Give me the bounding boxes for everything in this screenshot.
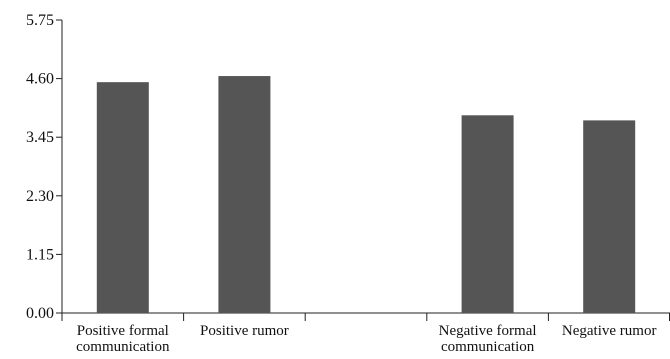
x-category-label: Positive rumor <box>200 323 289 339</box>
y-tick-label: 4.60 <box>26 71 54 88</box>
bar <box>583 120 636 314</box>
x-category-label: communication <box>76 339 170 355</box>
y-tick-label: 0.00 <box>26 305 54 322</box>
bar <box>461 115 514 313</box>
x-category-label: Positive formal <box>77 323 169 339</box>
y-tick-label: 5.75 <box>26 12 54 29</box>
y-axis: 0.00 1.15 2.30 3.45 4.60 5.75 <box>26 12 63 322</box>
x-category-label: Negative formal <box>439 323 537 339</box>
bar <box>96 82 149 313</box>
y-tick-label: 1.15 <box>26 246 54 263</box>
x-category-label: communication <box>441 339 535 355</box>
x-category-label: Negative rumor <box>562 323 657 339</box>
bars <box>96 76 636 314</box>
bar <box>218 76 271 313</box>
y-tick-label: 3.45 <box>26 129 54 146</box>
y-tick-label: 2.30 <box>26 188 54 205</box>
